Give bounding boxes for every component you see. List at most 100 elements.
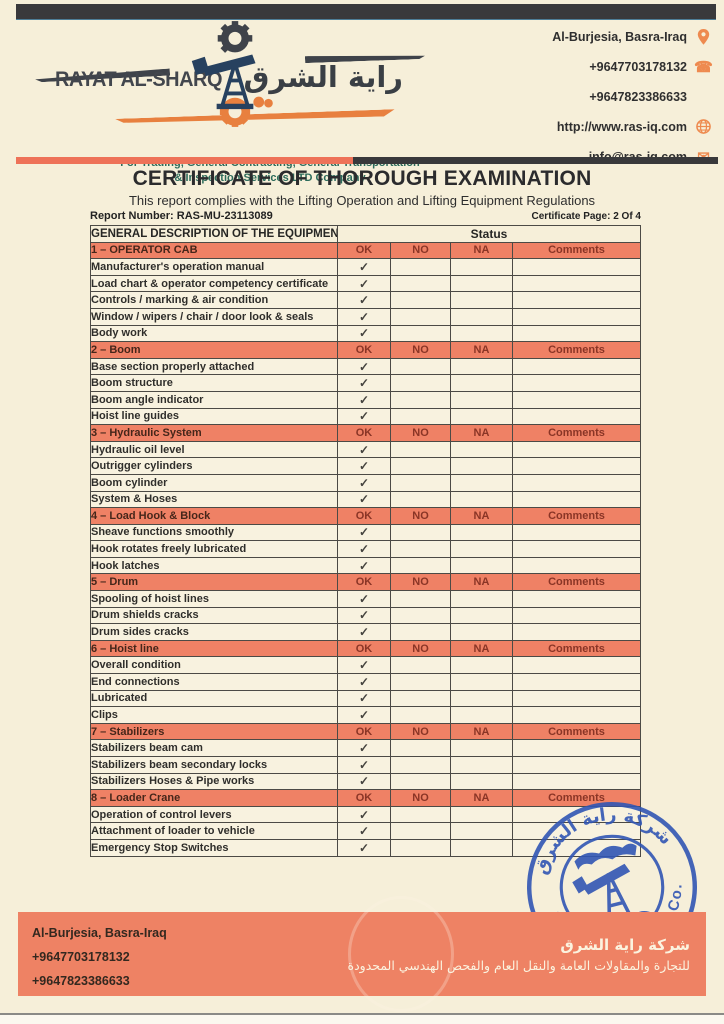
checkmark-ok: ✓ <box>337 258 391 276</box>
checkmark-ok: ✓ <box>337 540 391 558</box>
checklist-row: Load chart & operator competency certifi… <box>90 274 641 293</box>
status-col-label: NA <box>450 424 513 442</box>
empty-cell-na <box>450 490 513 509</box>
item-label: Sheave functions smoothly <box>90 523 338 542</box>
checklist-row: Base section properly attached ✓ <box>90 357 641 376</box>
status-col-label: NO <box>390 789 451 807</box>
contact-phone2: +9647823386633 <box>472 88 712 105</box>
checkmark-ok: ✓ <box>337 623 391 641</box>
checkmark-ok: ✓ <box>337 357 391 376</box>
checklist-row: Boom structure ✓ <box>90 374 641 392</box>
empty-cell-comment <box>512 407 641 426</box>
checkmark-ok: ✓ <box>337 606 391 625</box>
checklist-row: Drum sides cracks ✓ <box>90 623 641 641</box>
phone2-text: +9647823386633 <box>589 89 687 104</box>
empty-cell-na <box>450 838 513 857</box>
empty-cell-comment <box>512 623 641 641</box>
empty-cell-na <box>450 656 513 675</box>
empty-cell-no <box>390 407 451 426</box>
section-title: 1 – OPERATOR CAB <box>90 241 338 260</box>
empty-cell-no <box>390 523 451 542</box>
item-label: Load chart & operator competency certifi… <box>90 274 338 293</box>
empty-cell-no <box>390 258 451 276</box>
report-number: Report Number: RAS-MU-23113089 <box>90 210 273 222</box>
checkmark-ok: ✓ <box>337 805 391 824</box>
empty-cell-comment <box>512 274 641 293</box>
checklist-row: Hoist line guides ✓ <box>90 407 641 426</box>
footer-address: Al-Burjesia, Basra-Iraq <box>32 926 167 940</box>
checklist-row: Hook latches ✓ <box>90 556 641 575</box>
item-label: Window / wipers / chair / door look & se… <box>90 307 338 326</box>
empty-cell-no <box>390 457 451 475</box>
checklist-row: Hydraulic oil level ✓ <box>90 440 641 459</box>
status-col-label: OK <box>337 341 391 359</box>
checkmark-ok: ✓ <box>337 457 391 475</box>
status-col-label: Comments <box>512 424 641 442</box>
status-col-label: NA <box>450 789 513 807</box>
empty-cell-comment <box>512 324 641 343</box>
checklist-row: Stabilizers Hoses & Pipe works ✓ <box>90 772 641 791</box>
empty-cell-comment <box>512 440 641 459</box>
checkmark-ok: ✓ <box>337 656 391 675</box>
checkmark-ok: ✓ <box>337 673 391 691</box>
item-label: Manufacturer's operation manual <box>90 258 338 276</box>
item-label: Base section properly attached <box>90 357 338 376</box>
status-col-label: Comments <box>512 722 641 741</box>
status-col-label: OK <box>337 424 391 442</box>
checklist-row: Outrigger cylinders ✓ <box>90 457 641 475</box>
report-meta-row: Report Number: RAS-MU-23113089 Certifica… <box>90 210 641 222</box>
status-col-label: NO <box>390 507 451 525</box>
empty-cell-comment <box>512 357 641 376</box>
contact-website[interactable]: http://www.ras-iq.com <box>472 118 712 135</box>
empty-cell-comment <box>512 590 641 608</box>
empty-cell-na <box>450 606 513 625</box>
footer-band: Al-Burjesia, Basra-Iraq +9647703178132 +… <box>18 896 706 1012</box>
empty-cell-comment <box>512 307 641 326</box>
checkmark-ok: ✓ <box>337 689 391 708</box>
item-label: System & Hoses <box>90 490 338 509</box>
checklist-row: Window / wipers / chair / door look & se… <box>90 307 641 326</box>
empty-cell-no <box>390 822 451 840</box>
empty-cell-no <box>390 739 451 757</box>
equipment-column-header: GENERAL DESCRIPTION OF THE EQUIPMENT <box>90 225 338 243</box>
status-col-label: NA <box>450 341 513 359</box>
item-label: Spooling of hoist lines <box>90 590 338 608</box>
empty-cell-na <box>450 407 513 426</box>
bottom-margin <box>0 1015 724 1024</box>
contact-phone1: +9647703178132 ☎ <box>472 58 713 76</box>
website-text[interactable]: http://www.ras-iq.com <box>556 119 687 134</box>
gear-pumpjack-icon <box>191 21 273 127</box>
section-title: 7 – Stabilizers <box>90 722 338 741</box>
embossed-seal <box>348 896 454 1012</box>
footer-arabic-line1: شركة راية الشرق <box>560 936 690 954</box>
section-title: 5 – Drum <box>90 573 338 592</box>
empty-cell-comment <box>512 291 641 309</box>
checklist-row: Stabilizers beam cam ✓ <box>90 739 641 757</box>
item-label: Clips <box>90 706 338 724</box>
item-label: Outrigger cylinders <box>90 457 338 475</box>
status-column-header: Status <box>337 225 641 243</box>
item-label: Hook latches <box>90 556 338 575</box>
status-col-label: NO <box>390 639 451 658</box>
checklist-row: Body work ✓ <box>90 324 641 343</box>
checkmark-ok: ✓ <box>337 706 391 724</box>
empty-cell-no <box>390 473 451 492</box>
brand-name-arabic: راية الشرق <box>243 60 403 94</box>
checklist-row: System & Hoses ✓ <box>90 490 641 509</box>
checkmark-ok: ✓ <box>337 490 391 509</box>
empty-cell-comment <box>512 673 641 691</box>
item-label: Stabilizers beam secondary locks <box>90 756 338 774</box>
empty-cell-comment <box>512 689 641 708</box>
status-col-label: Comments <box>512 241 641 260</box>
empty-cell-na <box>450 756 513 774</box>
empty-cell-comment <box>512 390 641 409</box>
section-header-row: 8 – Loader Crane OK NO NA Comments <box>90 789 641 807</box>
item-label: Boom cylinder <box>90 473 338 492</box>
empty-cell-comment <box>512 258 641 276</box>
empty-cell-comment <box>512 540 641 558</box>
item-label: Lubricated <box>90 689 338 708</box>
item-label: Stabilizers beam cam <box>90 739 338 757</box>
empty-cell-na <box>450 274 513 293</box>
status-col-label: NA <box>450 722 513 741</box>
status-col-label: Comments <box>512 639 641 658</box>
